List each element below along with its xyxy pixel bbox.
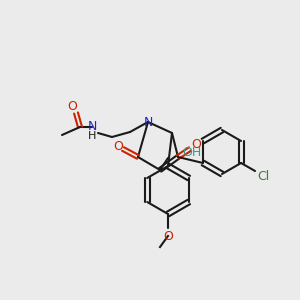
Text: O: O xyxy=(67,100,77,113)
Text: O: O xyxy=(191,139,201,152)
Text: H: H xyxy=(88,131,96,141)
Text: N: N xyxy=(87,121,97,134)
Text: Cl: Cl xyxy=(257,169,269,182)
Text: OH: OH xyxy=(182,146,201,158)
Text: O: O xyxy=(113,140,123,152)
Text: O: O xyxy=(163,230,173,242)
Text: N: N xyxy=(143,116,153,128)
